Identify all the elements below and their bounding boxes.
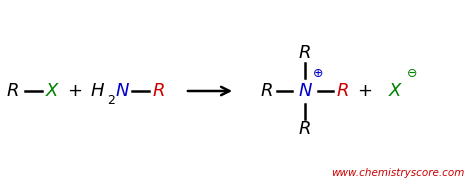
Text: 2: 2: [107, 94, 115, 108]
Text: www.chemistryscore.com: www.chemistryscore.com: [332, 168, 465, 178]
Text: +: +: [67, 82, 82, 100]
Text: H: H: [90, 82, 104, 100]
Text: R: R: [7, 82, 19, 100]
Text: +: +: [357, 82, 373, 100]
Text: ⊕: ⊕: [313, 67, 323, 79]
Text: R: R: [337, 82, 349, 100]
Text: X: X: [46, 82, 58, 100]
Text: N: N: [298, 82, 312, 100]
Text: R: R: [299, 120, 311, 138]
Text: X: X: [389, 82, 401, 100]
Text: ⊖: ⊖: [407, 67, 417, 79]
Text: R: R: [261, 82, 273, 100]
Text: R: R: [153, 82, 165, 100]
Text: N: N: [115, 82, 129, 100]
Text: R: R: [299, 44, 311, 62]
